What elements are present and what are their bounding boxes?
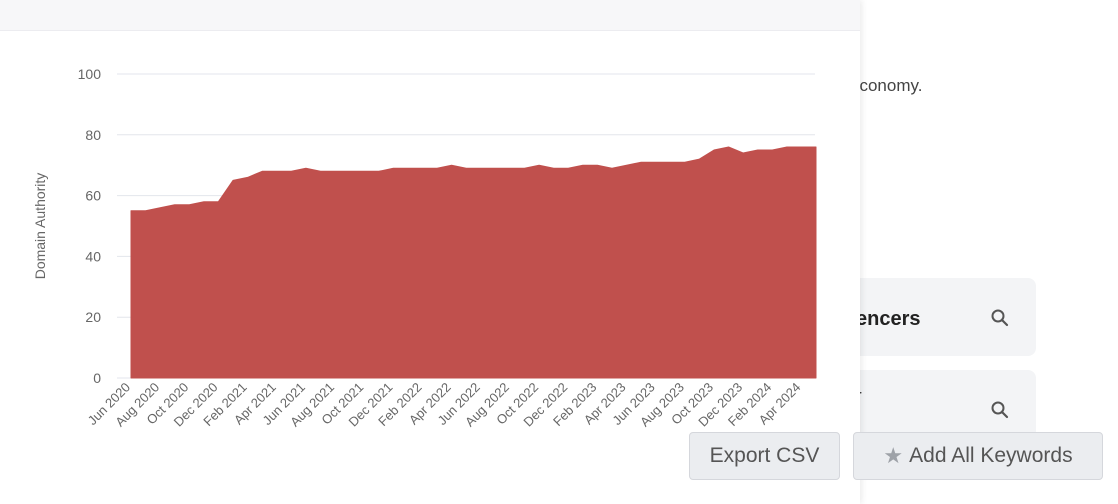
add-all-keywords-button[interactable]: ★ Add All Keywords — [853, 432, 1103, 480]
background-card[interactable]: encers — [840, 278, 1036, 356]
star-icon: ★ — [883, 443, 904, 468]
y-tick-label: 20 — [85, 309, 101, 325]
y-tick-label: 80 — [85, 127, 101, 143]
background-card-title: encers — [856, 308, 921, 330]
y-axis-label: Domain Authority — [32, 173, 48, 280]
area-series — [130, 146, 817, 379]
search-icon[interactable] — [990, 400, 1010, 420]
export-csv-label: Export CSV — [709, 444, 820, 467]
y-tick-label: 100 — [78, 66, 102, 82]
chart-popup: 0 20 40 60 80 100 Jun 2020 Aug 2020 Oct 2020 Dec … — [0, 0, 860, 430]
export-csv-button[interactable]: Export CSV — [689, 432, 840, 480]
y-tick-label: 60 — [85, 188, 101, 204]
popup-header — [0, 0, 860, 31]
add-all-keywords-label: Add All Keywords — [909, 444, 1073, 467]
y-tick-label: 0 — [93, 370, 101, 386]
search-icon[interactable] — [990, 308, 1010, 328]
background-text: economy. — [850, 76, 923, 95]
y-tick-label: 40 — [85, 248, 101, 264]
